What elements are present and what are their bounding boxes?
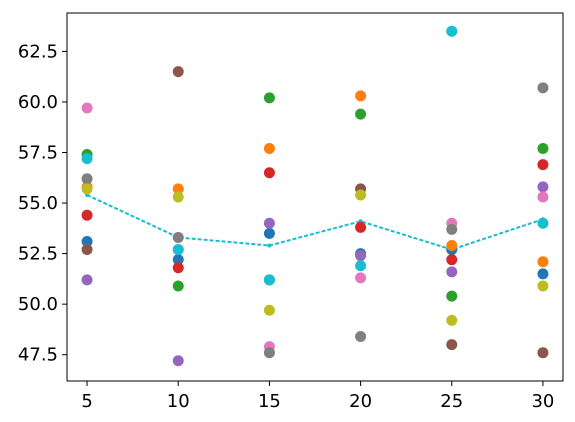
- data-point-series-1: [172, 254, 184, 266]
- data-point-series-8: [537, 82, 549, 94]
- data-point-series-6: [446, 339, 458, 351]
- data-point-series-10: [537, 217, 549, 229]
- data-point-series-7: [81, 102, 93, 114]
- data-point-series-9: [355, 189, 367, 201]
- y-tick-label: 47.5: [18, 345, 58, 366]
- data-point-series-3: [537, 142, 549, 154]
- data-point-series-7: [355, 272, 367, 284]
- mean-point: [267, 243, 272, 248]
- data-point-series-5: [172, 355, 184, 367]
- data-point-series-9: [446, 314, 458, 326]
- data-point-series-4: [355, 221, 367, 233]
- plot-area: [81, 25, 549, 367]
- data-point-series-3: [446, 290, 458, 302]
- data-point-series-6: [172, 66, 184, 78]
- x-tick-label: 5: [81, 391, 92, 412]
- data-point-series-4: [537, 159, 549, 171]
- data-point-series-9: [81, 183, 93, 195]
- data-point-series-2: [355, 90, 367, 102]
- data-point-series-8: [81, 173, 93, 185]
- data-point-series-5: [537, 181, 549, 193]
- y-tick-label: 50.0: [18, 294, 58, 315]
- data-point-series-7: [537, 191, 549, 203]
- data-point-series-8: [172, 231, 184, 243]
- y-tick-label: 62.5: [18, 41, 58, 62]
- mean-line: [86, 194, 544, 251]
- data-point-series-8: [263, 347, 275, 359]
- data-point-series-3: [263, 92, 275, 104]
- data-point-series-10: [172, 244, 184, 256]
- y-tick-label: 55.0: [18, 193, 58, 214]
- data-point-series-1: [537, 268, 549, 280]
- data-point-series-4: [81, 209, 93, 221]
- data-point-series-6: [81, 244, 93, 256]
- y-tick-label: 60.0: [18, 92, 58, 113]
- data-point-series-10: [446, 25, 458, 37]
- data-point-series-5: [446, 266, 458, 278]
- data-point-series-9: [172, 191, 184, 203]
- data-point-series-4: [263, 167, 275, 179]
- x-tick-label: 25: [440, 391, 463, 412]
- y-tick-label: 52.5: [18, 244, 58, 265]
- data-point-series-2: [537, 256, 549, 268]
- axes: 5 10 15 20 25 30 47.5 50.0 52.5 55.0 57.5 60.0 62.5: [18, 12, 564, 412]
- data-point-series-8: [355, 331, 367, 343]
- data-point-series-9: [263, 304, 275, 316]
- data-point-series-2: [446, 240, 458, 252]
- data-point-series-10: [263, 274, 275, 286]
- x-tick-label: 10: [167, 391, 190, 412]
- data-point-series-3: [172, 280, 184, 292]
- y-tick-label: 57.5: [18, 143, 58, 164]
- data-point-series-5: [263, 217, 275, 229]
- axes-frame: [66, 12, 564, 382]
- data-point-series-5: [355, 250, 367, 262]
- data-point-series-1: [81, 235, 93, 247]
- data-point-series-2: [263, 142, 275, 154]
- data-point-series-2: [172, 183, 184, 195]
- data-point-series-8: [446, 223, 458, 235]
- data-point-series-5: [81, 274, 93, 286]
- x-tick-label: 20: [349, 391, 372, 412]
- data-point-series-9: [537, 280, 549, 292]
- x-tick-label: 15: [258, 391, 281, 412]
- data-point-series-4: [172, 262, 184, 274]
- data-point-series-1: [263, 227, 275, 239]
- data-point-series-4: [446, 254, 458, 266]
- data-point-series-10: [355, 260, 367, 272]
- x-tick-label: 30: [531, 391, 554, 412]
- data-point-series-3: [355, 108, 367, 120]
- data-point-series-10: [81, 153, 93, 165]
- data-point-series-6: [537, 347, 549, 359]
